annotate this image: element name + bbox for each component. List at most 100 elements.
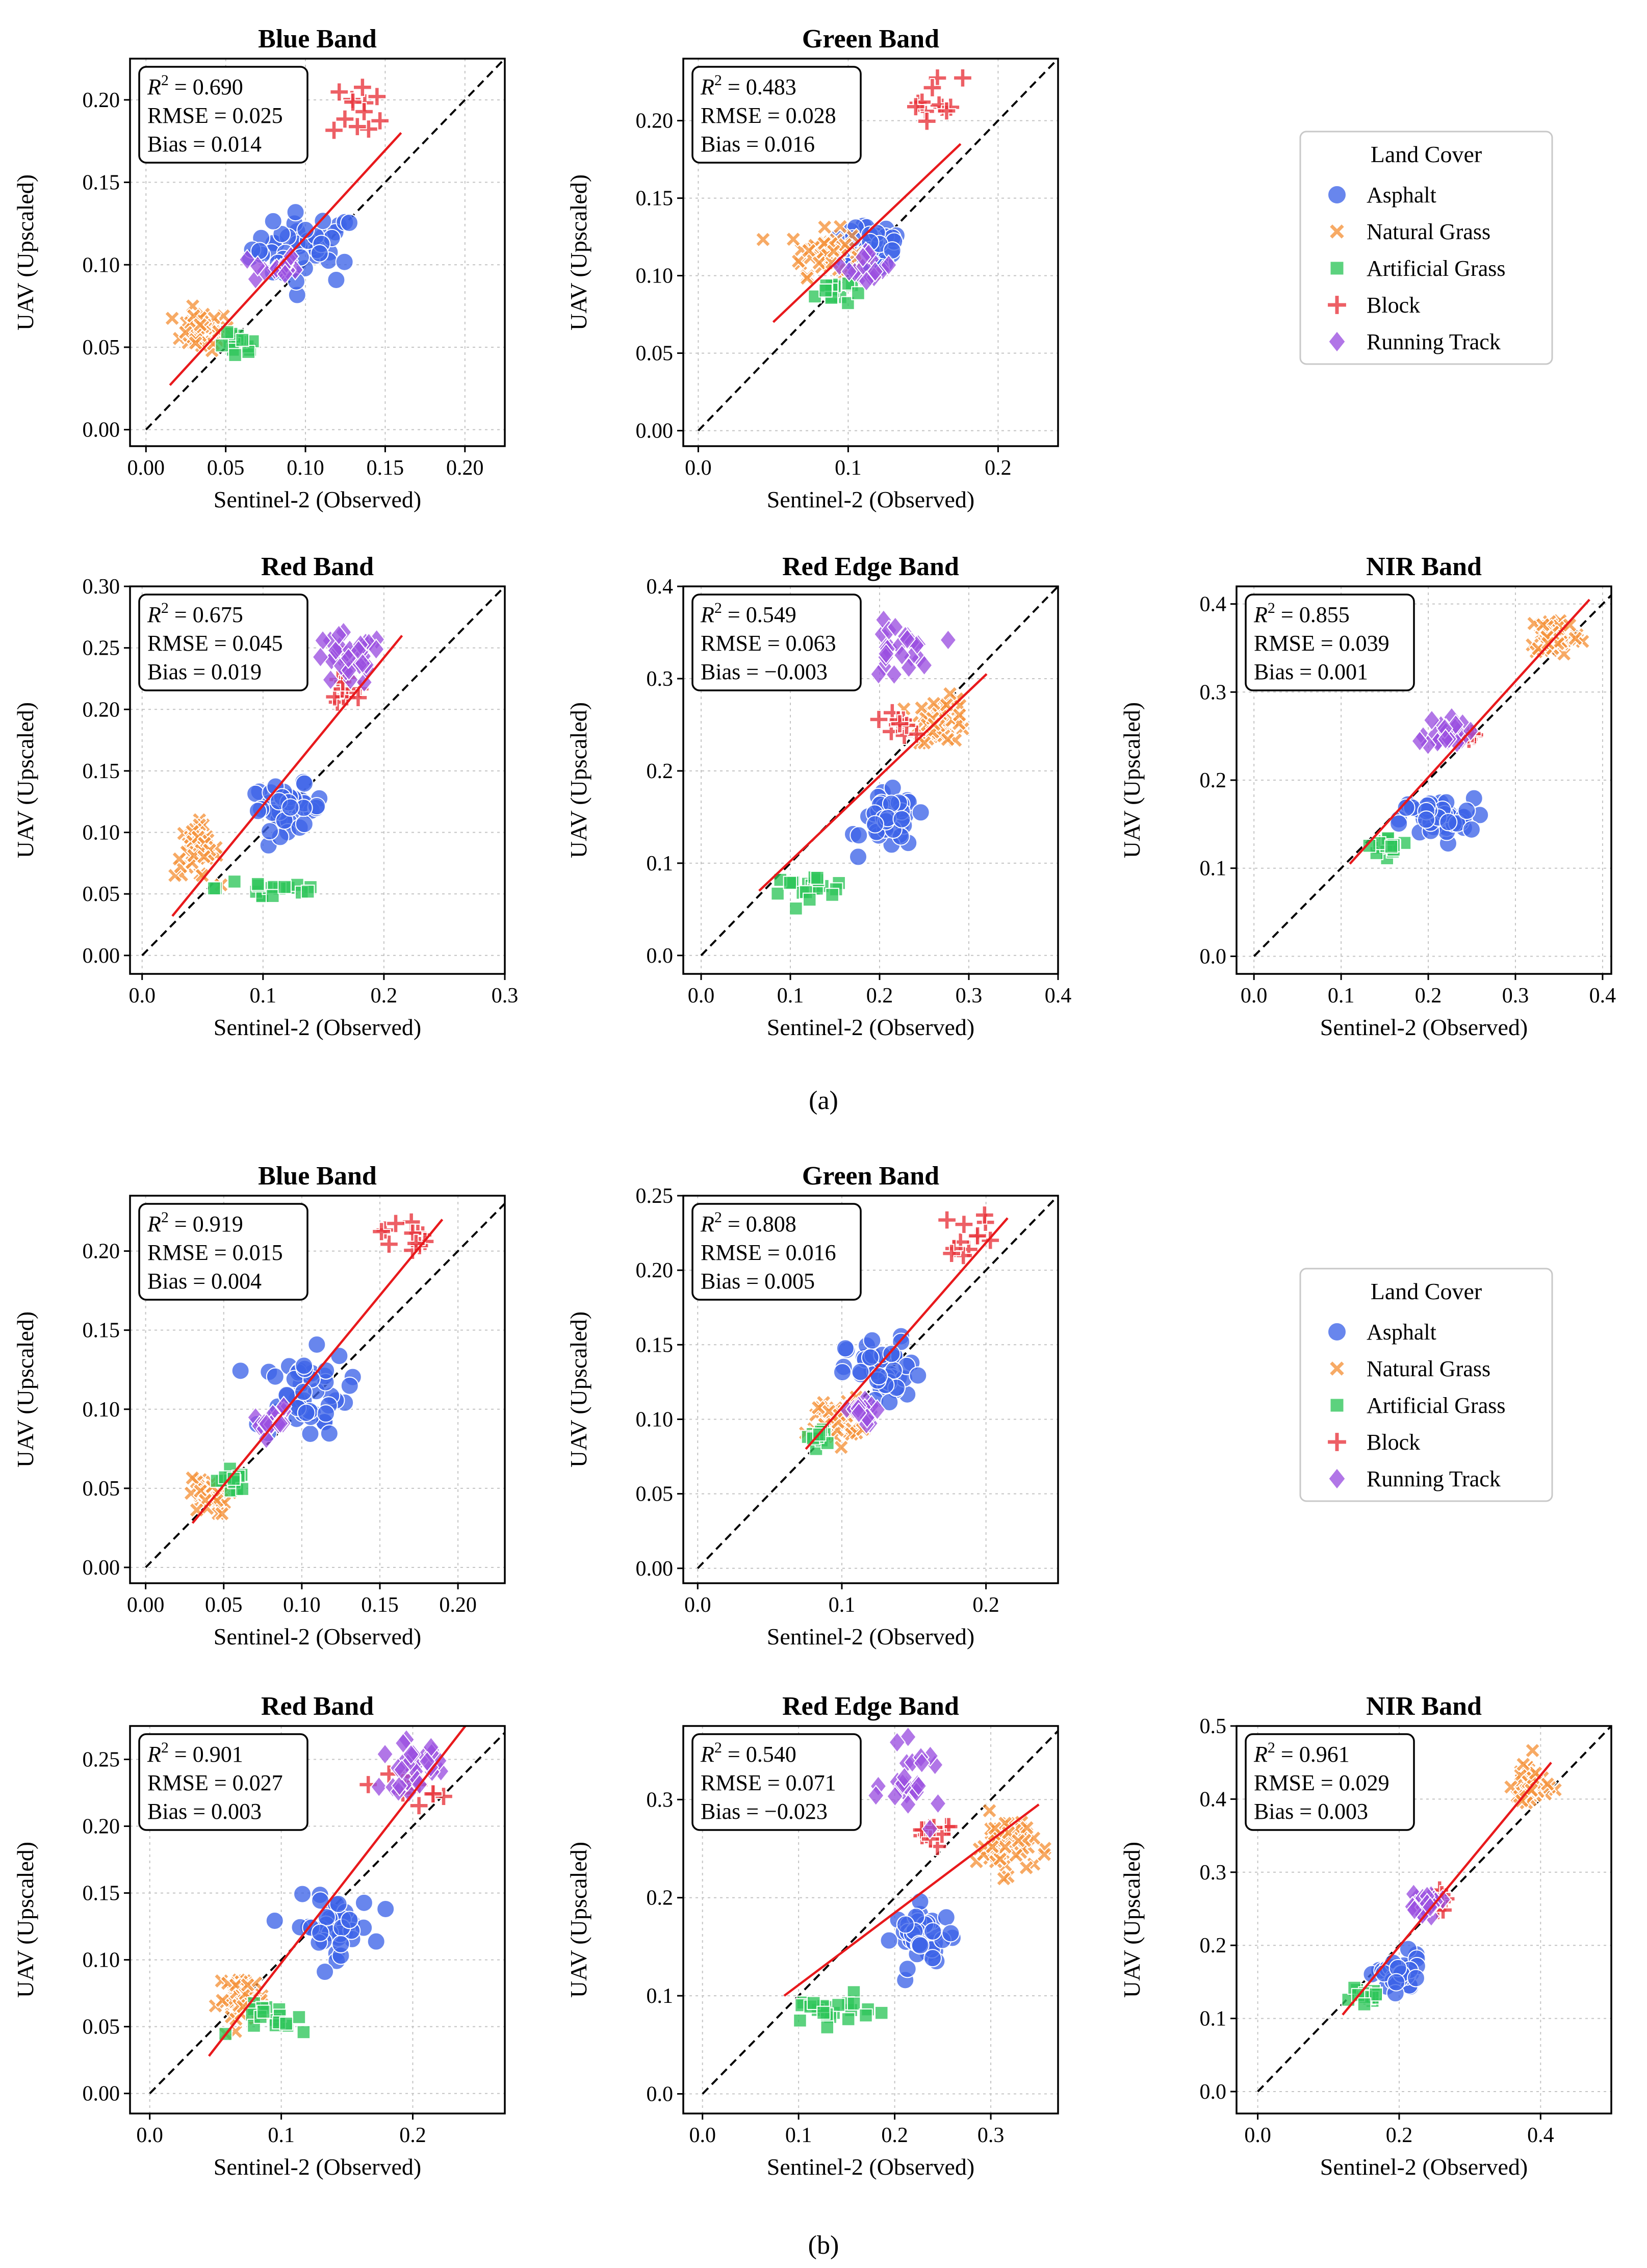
data-point	[386, 1214, 405, 1233]
stats-box: R2 = 0.549 RMSE = 0.063 Bias = −0.003	[691, 594, 862, 691]
data-point	[340, 1911, 359, 1929]
data-point	[851, 286, 865, 300]
x-axis-label: Sentinel-2 (Observed)	[767, 486, 975, 512]
x-tick-label: 0.2	[881, 2124, 908, 2147]
data-point	[281, 798, 300, 817]
data-point	[911, 803, 930, 822]
x-axis-label: Sentinel-2 (Observed)	[214, 2154, 422, 2180]
stats-bias: Bias = −0.023	[701, 1799, 828, 1824]
data-point	[207, 881, 221, 896]
legend-item: Artificial Grass	[1329, 1393, 1505, 1418]
legend-item: Natural Grass	[1328, 219, 1490, 244]
y-tick-label: 0.0	[1200, 2080, 1227, 2104]
data-point	[937, 1908, 956, 1927]
y-tick-label: 0.0	[647, 2083, 674, 2106]
data-point	[340, 213, 358, 232]
data-point	[831, 1998, 845, 2012]
stats-rmse: RMSE = 0.028	[701, 103, 836, 128]
data-point	[917, 111, 937, 131]
x-tick-label: 0.3	[977, 2124, 1005, 2147]
data-point	[900, 657, 918, 679]
panel-title: Blue Band	[258, 1162, 377, 1191]
stats-r2: R2 = 0.961	[1253, 1739, 1350, 1767]
legend-box	[1299, 1268, 1553, 1502]
data-point	[869, 710, 889, 729]
x-tick-label: 0.1	[777, 984, 804, 1008]
stats-box: R2 = 0.901 RMSE = 0.027 Bias = 0.003	[138, 1733, 308, 1831]
y-tick-label: 0.10	[83, 1398, 120, 1422]
data-point	[246, 784, 265, 803]
y-tick-label: 0.00	[83, 419, 120, 442]
stats-bias: Bias = 0.016	[701, 132, 815, 157]
y-tick-label: 0.4	[1200, 1788, 1227, 1811]
data-point	[354, 652, 372, 675]
plus-icon	[1327, 295, 1347, 315]
data-point	[923, 1922, 942, 1941]
data-point	[327, 270, 346, 289]
data-point	[1539, 1776, 1556, 1792]
y-tick-label: 0.15	[83, 1319, 120, 1343]
data-point	[376, 1899, 395, 1918]
y-tick-label: 0.00	[83, 1556, 120, 1580]
panel-title: Green Band	[802, 24, 939, 54]
x-tick-label: 0.2	[1415, 984, 1442, 1008]
caption-b: (b)	[808, 2231, 839, 2260]
data-point	[802, 892, 817, 907]
data-point	[882, 1345, 901, 1363]
scatter-panel: Green Band 0.0 0.1 0.2 0.00 0.05 0.10 0.15 0.20 0…	[565, 1162, 1059, 1650]
y-axis-label: UAV (Upscaled)	[1119, 1842, 1145, 1998]
x-tick-label: 0.0	[689, 2124, 716, 2147]
data-point	[1439, 813, 1458, 832]
y-tick-label: 0.05	[83, 336, 120, 359]
plot-frame	[129, 585, 506, 975]
data-point	[1405, 1899, 1423, 1921]
data-point	[370, 111, 390, 131]
stats-r2: R2 = 0.919	[147, 1209, 243, 1236]
data-point	[850, 1402, 868, 1424]
data-point	[848, 847, 867, 866]
data-point	[886, 1785, 904, 1807]
data-point	[913, 1752, 931, 1774]
points	[167, 621, 385, 904]
data-point	[915, 654, 933, 676]
data-point	[192, 317, 209, 333]
x-tick-label: 0.10	[287, 456, 324, 480]
data-point	[1423, 709, 1440, 731]
data-point	[367, 87, 387, 107]
data-point	[171, 851, 188, 867]
scatter-panel: Red Edge Band 0.0 0.1 0.2 0.3 0.0 0.1 0.2 0.3 R2 …	[565, 1692, 1059, 2180]
plot-frame	[129, 58, 506, 447]
data-point	[324, 120, 344, 140]
legend-item: Asphalt	[1327, 1320, 1436, 1345]
y-tick-label: 0.3	[1200, 1861, 1227, 1885]
data-point	[880, 1931, 898, 1950]
data-point	[312, 646, 329, 668]
y-tick-label: 0.25	[83, 637, 120, 660]
data-point	[239, 1977, 256, 1993]
data-point	[790, 253, 807, 270]
data-point	[228, 348, 242, 363]
x-axis-label: Sentinel-2 (Observed)	[1320, 2154, 1528, 2180]
y-tick-label: 0.20	[83, 89, 120, 112]
data-point	[325, 687, 345, 707]
panels: Blue Band 0.00 0.05 0.10 0.15 0.20 0.00 0.05 0.1…	[12, 24, 1616, 2180]
data-point	[300, 884, 315, 899]
data-point	[987, 1820, 1003, 1837]
data-point	[895, 1766, 913, 1788]
y-tick-label: 0.00	[83, 944, 120, 968]
y-axis-label: UAV (Upscaled)	[1119, 702, 1145, 858]
data-point	[292, 2010, 306, 2024]
data-point	[372, 1222, 391, 1242]
stats-box: R2 = 0.961 RMSE = 0.029 Bias = 0.003	[1245, 1733, 1415, 1831]
data-point	[296, 2025, 311, 2040]
legend-item: Asphalt	[1327, 183, 1436, 208]
stats-rmse: RMSE = 0.016	[701, 1240, 836, 1265]
plot-frame	[682, 1195, 1059, 1584]
data-point	[231, 1361, 250, 1380]
data-point	[866, 815, 885, 834]
data-point	[937, 1210, 957, 1230]
legend-label: Asphalt	[1367, 1320, 1436, 1345]
x-axis-label: Sentinel-2 (Observed)	[767, 1623, 975, 1650]
data-point	[317, 1404, 336, 1423]
